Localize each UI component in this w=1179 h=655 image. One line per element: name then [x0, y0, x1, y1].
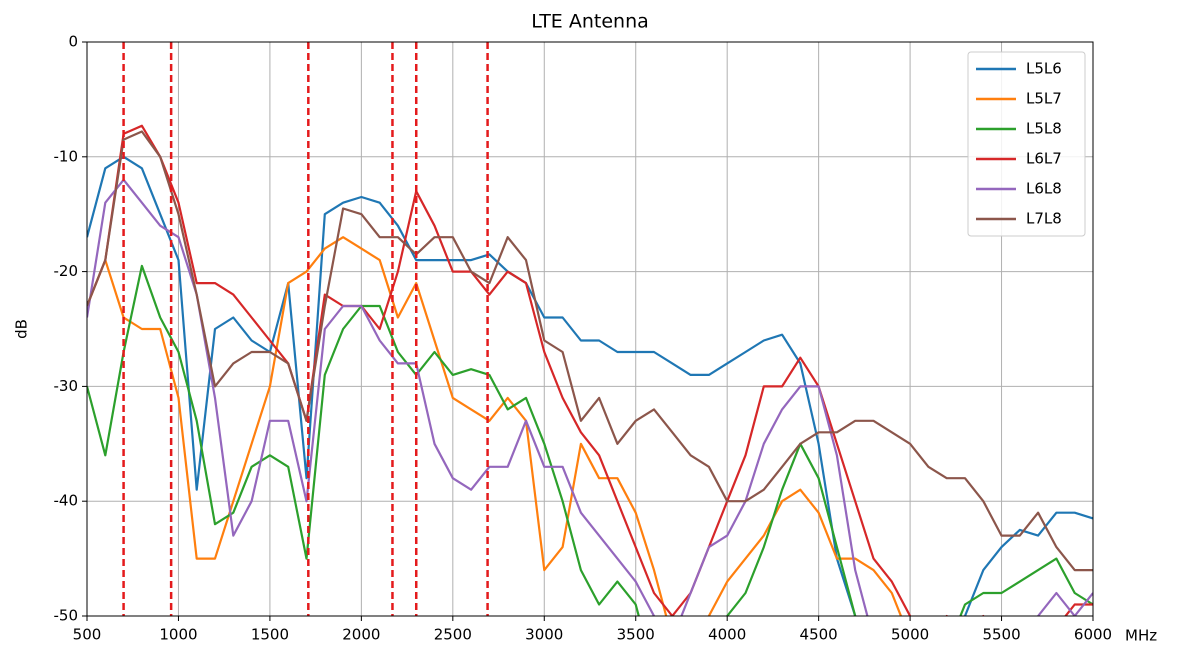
legend-box [967, 51, 1086, 237]
x-tick-label: 500 [73, 626, 102, 644]
x-tick-label: 1500 [251, 626, 289, 644]
series-line [87, 124, 1093, 616]
x-tick-label: 4000 [708, 626, 746, 644]
x-tick-label: 5500 [982, 626, 1020, 644]
x-tick-label: 3500 [617, 626, 655, 644]
x-tick-label: 2500 [434, 626, 472, 644]
legend-label: L5L6 [1026, 60, 1062, 78]
series-line [87, 178, 1093, 616]
y-tick-label: -30 [54, 377, 79, 395]
x-tick-label: 4500 [800, 626, 838, 644]
plot-area [87, 124, 1093, 616]
y-tick-label: -40 [54, 492, 79, 510]
series-line [87, 264, 1093, 616]
x-tick-label: 2000 [342, 626, 380, 644]
series-line [87, 236, 903, 616]
y-tick-label: -20 [54, 262, 79, 280]
chart-title: LTE Antenna [531, 11, 649, 33]
y-tick-label: 0 [68, 33, 78, 51]
y-tick-label: -50 [54, 607, 79, 625]
series-line [87, 130, 1093, 572]
x-tick-label: 5000 [891, 626, 929, 644]
y-axis-label: dB [13, 319, 31, 339]
x-tick-label: 6000 [1074, 626, 1112, 644]
y-tick-label: -10 [54, 147, 79, 165]
legend-label: L5L8 [1026, 120, 1062, 138]
plot-frame [86, 41, 1094, 617]
legend-label: L6L8 [1026, 180, 1062, 198]
x-tick-label: 3000 [525, 626, 563, 644]
legend-label: L7L8 [1026, 210, 1062, 228]
legend-label: L5L7 [1026, 90, 1062, 108]
x-tick-label: 1000 [159, 626, 197, 644]
series-line [87, 155, 1093, 616]
x-axis-label: MHz [1125, 627, 1157, 645]
legend-label: L6L7 [1026, 150, 1062, 168]
